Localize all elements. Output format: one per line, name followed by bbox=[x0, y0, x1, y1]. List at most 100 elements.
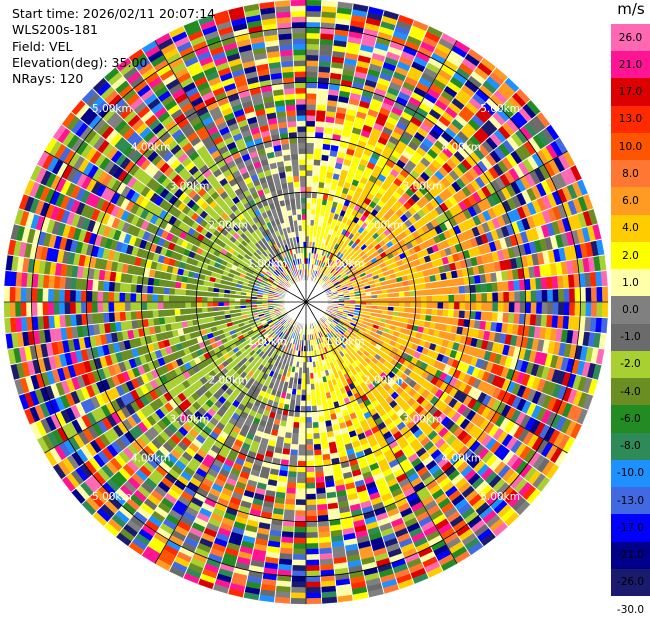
velocity-gate bbox=[296, 483, 306, 489]
velocity-gate bbox=[316, 116, 326, 122]
velocity-gate bbox=[314, 143, 323, 149]
velocity-gate bbox=[306, 132, 315, 138]
velocity-gate bbox=[313, 433, 320, 439]
velocity-gate bbox=[120, 283, 126, 293]
velocity-gate bbox=[486, 283, 492, 293]
velocity-gate bbox=[514, 291, 520, 302]
velocity-gate bbox=[306, 576, 321, 582]
velocity-gate bbox=[295, 505, 306, 511]
velocity-gate bbox=[163, 287, 169, 295]
velocity-gate bbox=[531, 290, 537, 302]
velocity-gate bbox=[286, 488, 296, 494]
velocity-gate bbox=[421, 296, 427, 302]
velocity-gate bbox=[498, 302, 504, 312]
velocity-gate bbox=[306, 439, 314, 445]
velocity-gate bbox=[503, 302, 509, 313]
velocity-gate bbox=[147, 310, 153, 319]
velocity-gate bbox=[306, 110, 316, 116]
velocity-gate bbox=[306, 192, 312, 198]
velocity-gate bbox=[297, 472, 306, 478]
velocity-gate bbox=[497, 281, 503, 292]
velocity-gate bbox=[318, 526, 330, 532]
velocity-gate bbox=[306, 456, 314, 462]
velocity-gate bbox=[202, 302, 208, 308]
velocity-gate bbox=[394, 297, 400, 302]
velocity-gate bbox=[503, 281, 509, 292]
velocity-gate bbox=[514, 280, 520, 292]
velocity-gate bbox=[59, 289, 65, 302]
velocity-gate bbox=[75, 302, 81, 314]
velocity-gate bbox=[306, 593, 322, 599]
velocity-gate bbox=[460, 302, 466, 310]
velocity-gate bbox=[306, 434, 313, 440]
velocity-gate bbox=[427, 295, 433, 302]
velocity-gate bbox=[125, 302, 131, 312]
velocity-gate bbox=[292, 565, 306, 571]
velocity-gate bbox=[586, 287, 592, 302]
velocity-gate bbox=[15, 302, 21, 317]
velocity-gate bbox=[136, 302, 142, 311]
velocity-gate bbox=[299, 423, 306, 429]
velocity-gate bbox=[292, 560, 306, 566]
velocity-gate bbox=[520, 291, 526, 303]
velocity-gate bbox=[492, 282, 498, 292]
velocity-gate bbox=[295, 516, 307, 522]
velocity-gate bbox=[314, 154, 322, 160]
velocity-gate bbox=[293, 538, 306, 544]
velocity-gate bbox=[602, 302, 608, 318]
velocity-gate bbox=[316, 499, 327, 505]
velocity-gate bbox=[317, 510, 329, 516]
velocity-gate bbox=[476, 302, 482, 311]
velocity-gate bbox=[213, 297, 219, 302]
velocity-gate bbox=[174, 302, 180, 309]
velocity-gate bbox=[92, 302, 98, 313]
velocity-gate bbox=[114, 282, 120, 292]
velocity-gate bbox=[70, 302, 76, 314]
velocity-gate bbox=[306, 549, 319, 555]
velocity-gate bbox=[306, 521, 318, 527]
velocity-gate bbox=[492, 312, 498, 322]
velocity-gate bbox=[306, 104, 316, 110]
velocity-gate bbox=[465, 293, 471, 302]
velocity-gate bbox=[292, 428, 299, 434]
velocity-gate bbox=[306, 137, 315, 143]
velocity-gate bbox=[475, 284, 481, 294]
velocity-gate bbox=[508, 280, 514, 291]
velocity-gate bbox=[520, 302, 526, 314]
velocity-gate bbox=[471, 293, 477, 302]
velocity-gate bbox=[426, 289, 432, 296]
velocity-gate bbox=[306, 77, 318, 83]
velocity-gate bbox=[301, 390, 306, 396]
velocity-gate bbox=[298, 450, 306, 456]
velocity-gate bbox=[547, 289, 553, 302]
velocity-gate bbox=[601, 318, 608, 334]
velocity-gate bbox=[169, 295, 175, 302]
velocity-gate bbox=[316, 99, 327, 105]
velocity-gate bbox=[306, 176, 313, 182]
velocity-gate bbox=[306, 154, 314, 160]
velocity-gate bbox=[306, 582, 321, 588]
velocity-gate bbox=[21, 287, 27, 302]
velocity-gate bbox=[399, 297, 405, 302]
velocity-gate bbox=[454, 294, 460, 302]
velocity-gate bbox=[291, 444, 299, 450]
velocity-gate bbox=[416, 302, 422, 308]
velocity-gate bbox=[542, 289, 548, 302]
velocity-gate bbox=[169, 288, 175, 295]
velocity-gate bbox=[591, 302, 597, 317]
velocity-gate bbox=[292, 433, 299, 439]
velocity-gate bbox=[482, 302, 488, 312]
velocity-gate bbox=[119, 292, 125, 302]
velocity-gate bbox=[432, 288, 438, 295]
velocity-gate bbox=[316, 493, 327, 499]
velocity-gate bbox=[293, 549, 306, 555]
velocity-gate bbox=[314, 455, 323, 461]
velocity-gate bbox=[284, 504, 295, 510]
velocity-gate bbox=[306, 571, 320, 577]
velocity-gate bbox=[591, 287, 597, 302]
velocity-gate bbox=[131, 284, 137, 294]
velocity-gate bbox=[536, 302, 542, 314]
velocity-gate bbox=[432, 302, 438, 309]
velocity-gate bbox=[508, 313, 514, 324]
velocity-gate bbox=[64, 302, 70, 315]
